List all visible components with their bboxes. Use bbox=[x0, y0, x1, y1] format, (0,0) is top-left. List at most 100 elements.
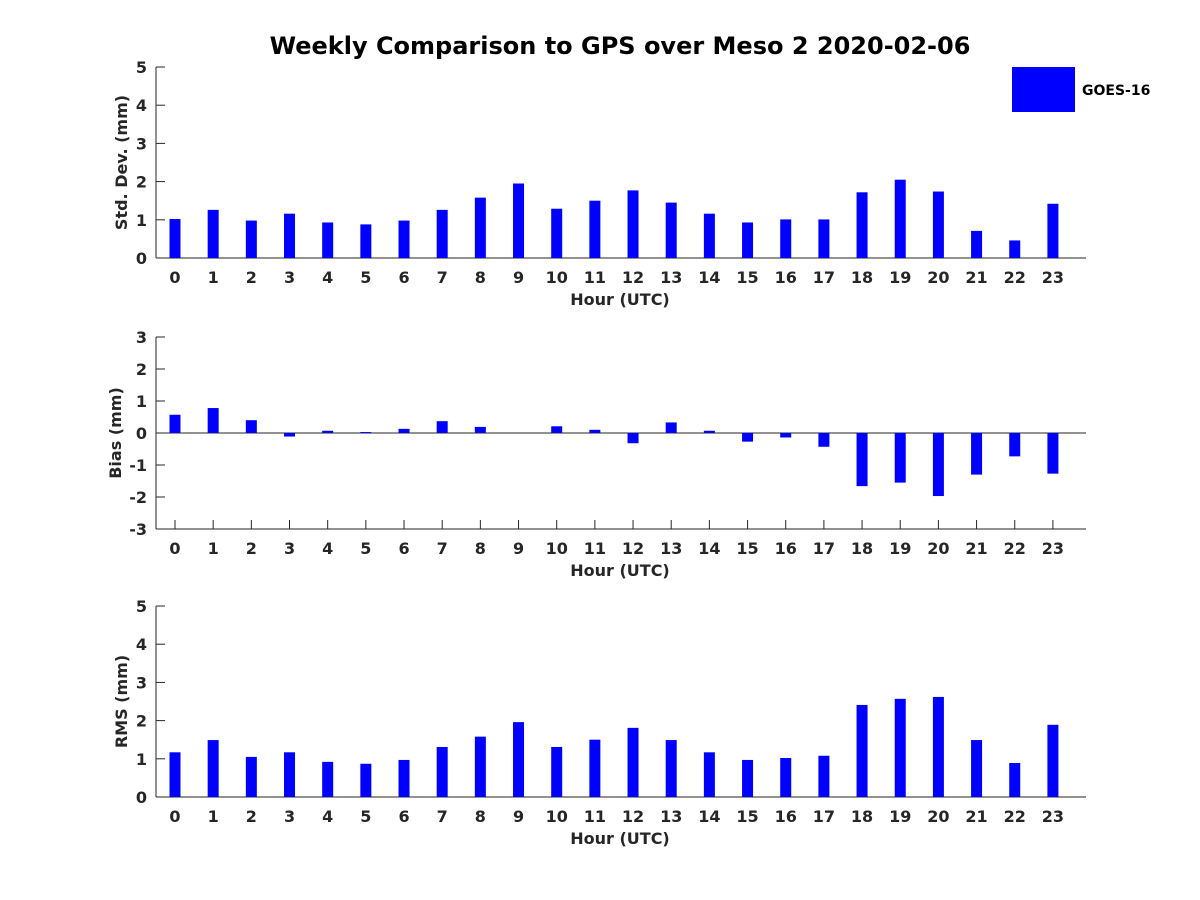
bar-hour-21 bbox=[971, 433, 983, 475]
bar-hour-17 bbox=[818, 219, 830, 258]
bar-hour-8 bbox=[474, 197, 486, 258]
x-tick-label: 20 bbox=[927, 539, 949, 558]
bar-hour-21 bbox=[971, 230, 983, 258]
legend-swatch bbox=[1012, 67, 1075, 112]
x-tick-label: 11 bbox=[584, 539, 606, 558]
x-tick-label: 4 bbox=[322, 268, 333, 287]
x-tick-label: 10 bbox=[546, 539, 568, 558]
bar-hour-20 bbox=[932, 191, 944, 258]
x-tick-label: 23 bbox=[1042, 807, 1064, 826]
bar-hour-9 bbox=[513, 722, 525, 797]
x-tick-label: 7 bbox=[437, 807, 448, 826]
y-tick-label: 4 bbox=[136, 635, 147, 654]
x-tick-label: 14 bbox=[698, 268, 720, 287]
bar-hour-19 bbox=[894, 179, 906, 258]
bar-hour-14 bbox=[703, 752, 715, 797]
y-tick-label: 5 bbox=[136, 58, 147, 77]
bar-hour-3 bbox=[284, 752, 296, 797]
bar-hour-19 bbox=[894, 698, 906, 797]
x-tick-label: 8 bbox=[475, 807, 486, 826]
y-tick-label: 3 bbox=[136, 134, 147, 153]
x-axis-label: Hour (UTC) bbox=[570, 829, 670, 848]
x-tick-label: 23 bbox=[1042, 539, 1064, 558]
bar-hour-22 bbox=[1009, 763, 1021, 797]
x-tick-label: 16 bbox=[775, 807, 797, 826]
x-tick-label: 13 bbox=[660, 807, 682, 826]
x-tick-label: 9 bbox=[513, 807, 524, 826]
y-tick-label: 5 bbox=[136, 597, 147, 616]
bar-hour-16 bbox=[780, 433, 792, 438]
x-tick-label: 5 bbox=[360, 539, 371, 558]
y-tick-label: 0 bbox=[136, 424, 147, 443]
x-tick-label: 20 bbox=[927, 807, 949, 826]
x-tick-label: 13 bbox=[660, 268, 682, 287]
y-tick-label: 2 bbox=[136, 712, 147, 731]
y-tick-label: 0 bbox=[136, 788, 147, 807]
x-tick-label: 11 bbox=[584, 268, 606, 287]
x-tick-label: 3 bbox=[284, 268, 295, 287]
bar-hour-13 bbox=[665, 422, 677, 433]
bar-hour-7 bbox=[436, 209, 448, 258]
x-tick-label: 4 bbox=[322, 539, 333, 558]
bar-hour-15 bbox=[742, 759, 754, 797]
x-tick-label: 3 bbox=[284, 807, 295, 826]
x-tick-label: 2 bbox=[246, 807, 257, 826]
y-tick-label: 1 bbox=[136, 750, 147, 769]
x-tick-label: 9 bbox=[513, 268, 524, 287]
y-tick-label: -3 bbox=[129, 520, 147, 539]
y-tick-label: 1 bbox=[136, 392, 147, 411]
x-tick-label: 12 bbox=[622, 539, 644, 558]
chart-title: Weekly Comparison to GPS over Meso 2 202… bbox=[270, 32, 971, 60]
bar-hour-21 bbox=[971, 740, 983, 797]
x-tick-label: 14 bbox=[698, 539, 720, 558]
x-tick-label: 14 bbox=[698, 807, 720, 826]
bar-hour-2 bbox=[245, 756, 257, 797]
x-tick-label: 12 bbox=[622, 268, 644, 287]
x-tick-label: 22 bbox=[1004, 268, 1026, 287]
legend: GOES-16 bbox=[1012, 67, 1150, 112]
bar-hour-0 bbox=[169, 219, 181, 258]
bar-hour-18 bbox=[856, 433, 868, 487]
y-tick-label: 0 bbox=[136, 249, 147, 268]
bar-hour-12 bbox=[627, 727, 639, 797]
x-tick-label: 2 bbox=[246, 268, 257, 287]
bar-hour-22 bbox=[1009, 433, 1021, 457]
y-axis-label: Bias (mm) bbox=[106, 387, 125, 479]
bar-hour-8 bbox=[474, 736, 486, 797]
bar-hour-4 bbox=[322, 430, 334, 433]
y-tick-label: 3 bbox=[136, 673, 147, 692]
y-axis-label: Std. Dev. (mm) bbox=[112, 95, 131, 230]
bar-hour-16 bbox=[780, 219, 792, 258]
x-tick-label: 3 bbox=[284, 539, 295, 558]
x-tick-label: 0 bbox=[169, 539, 180, 558]
x-tick-label: 5 bbox=[360, 807, 371, 826]
bar-hour-7 bbox=[436, 746, 448, 797]
bar-hour-8 bbox=[474, 426, 486, 433]
y-tick-label: -2 bbox=[129, 488, 147, 507]
bar-hour-17 bbox=[818, 433, 830, 447]
bar-hour-6 bbox=[398, 759, 410, 797]
x-tick-label: 19 bbox=[889, 268, 911, 287]
bar-hour-13 bbox=[665, 740, 677, 797]
bar-hour-1 bbox=[207, 209, 219, 258]
bar-hour-11 bbox=[589, 200, 601, 258]
x-tick-label: 15 bbox=[736, 807, 758, 826]
bar-hour-1 bbox=[207, 408, 219, 433]
bar-hour-1 bbox=[207, 740, 219, 797]
x-tick-label: 10 bbox=[546, 268, 568, 287]
bar-hour-3 bbox=[284, 433, 296, 437]
bar-hour-4 bbox=[322, 222, 334, 258]
x-tick-label: 10 bbox=[546, 807, 568, 826]
bar-hour-17 bbox=[818, 755, 830, 797]
y-tick-label: 1 bbox=[136, 211, 147, 230]
x-tick-label: 6 bbox=[398, 539, 409, 558]
bar-hour-9 bbox=[513, 183, 525, 258]
y-axis-label: RMS (mm) bbox=[112, 655, 131, 748]
bar-hour-18 bbox=[856, 192, 868, 258]
bar-hour-12 bbox=[627, 433, 639, 444]
bar-hour-19 bbox=[894, 433, 906, 483]
bar-hour-14 bbox=[703, 430, 715, 433]
bar-hour-5 bbox=[360, 763, 372, 797]
